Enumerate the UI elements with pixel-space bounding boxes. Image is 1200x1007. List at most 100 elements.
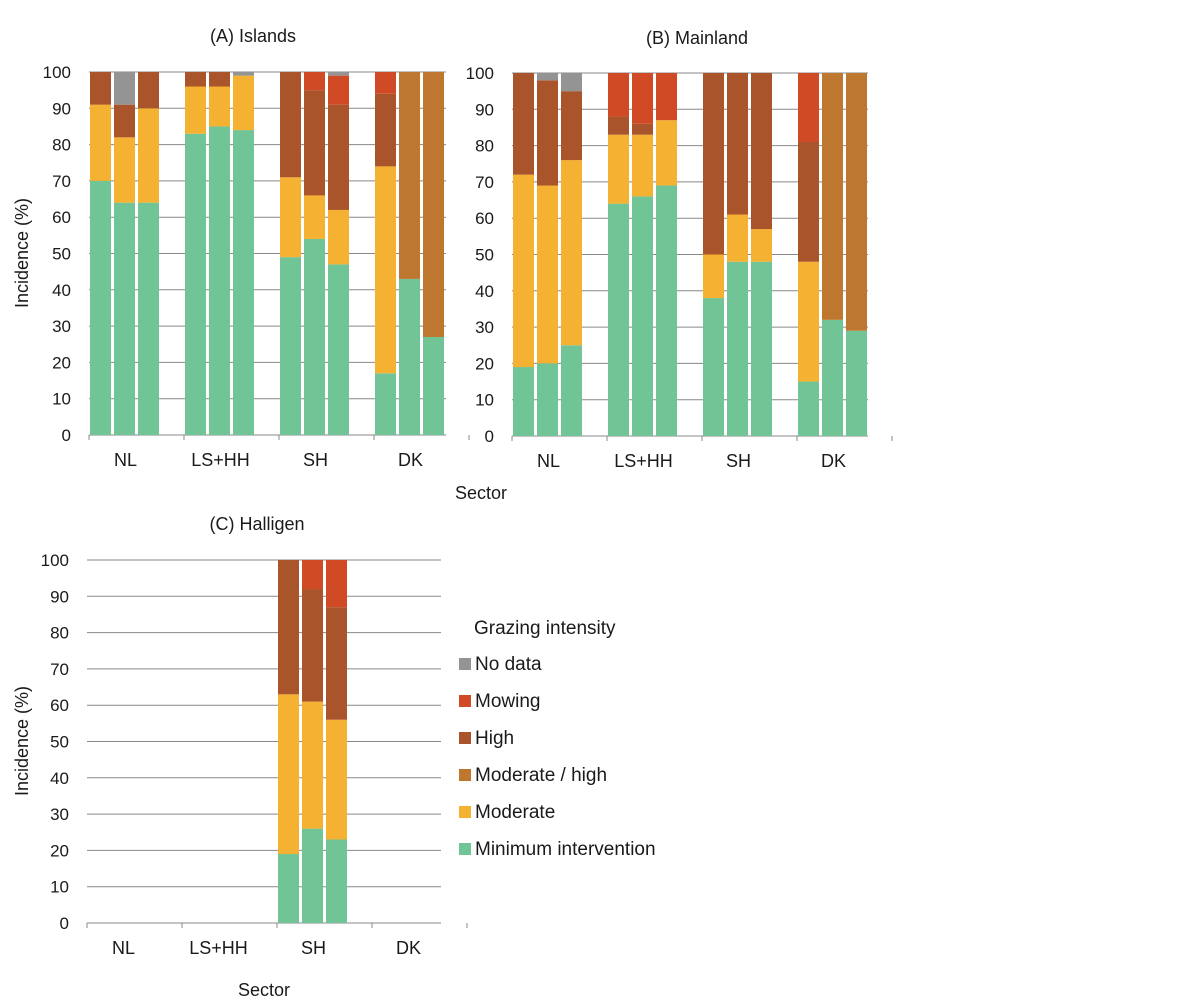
mainland-bar-dk-3-moderate-high	[846, 73, 867, 331]
islands-bar-lshh-1-minimum-intervention	[185, 133, 206, 435]
islands-bar-sh-3-moderate	[328, 209, 349, 265]
mainland-category-label-nl: NL	[537, 451, 560, 471]
halligen-bar-sh-1-high	[278, 560, 299, 695]
mainland-bar-nl-1-minimum-intervention	[513, 367, 534, 436]
islands-y-tick-label: 20	[52, 353, 71, 372]
islands-bar-nl-3-minimum-intervention	[138, 202, 159, 435]
halligen-y-tick-label: 10	[50, 878, 69, 897]
halligen-category-label-sh: SH	[301, 938, 326, 958]
halligen-y-tick-label: 0	[60, 914, 69, 933]
islands-y-tick-label: 100	[43, 63, 71, 82]
panel-islands-title: (A) Islands	[210, 26, 296, 46]
islands-y-tick-label: 50	[52, 245, 71, 264]
islands-bar-nl-2-no-data	[114, 72, 135, 105]
mainland-bar-sh-1-moderate	[703, 254, 724, 299]
islands-bar-sh-1-moderate	[280, 177, 301, 258]
islands-bar-dk-1-moderate	[375, 166, 396, 374]
panel-mainland: (B) Mainland Sector 0 10 20 30 40 50 60 70 80 90 1…	[455, 28, 893, 503]
islands-y-tick-label: 0	[62, 426, 71, 445]
islands-bar-lshh-2-moderate	[209, 86, 230, 127]
islands-bar-dk-1-minimum-intervention	[375, 373, 396, 435]
mainland-y-tick-label: 40	[475, 282, 494, 301]
halligen-bar-sh-3-minimum-intervention	[326, 839, 347, 923]
halligen-bar-sh-2-minimum-intervention	[302, 828, 323, 923]
islands-bar-nl-2-moderate	[114, 137, 135, 203]
mainland-bar-nl-3-moderate	[561, 160, 582, 346]
islands-bar-nl-3-moderate	[138, 108, 159, 203]
legend-label-no-data: No data	[475, 654, 542, 675]
mainland-y-tick-label: 70	[475, 173, 494, 192]
panel-islands: (A) Islands Incidence (%) 0 10 20 30 40 50 60 7…	[12, 26, 470, 470]
mainland-y-tick-label: 100	[466, 64, 494, 83]
islands-bar-sh-2-mowing	[304, 72, 325, 91]
mainland-bar-lshh-3-mowing	[656, 73, 677, 121]
legend-swatch-moderate	[459, 806, 471, 818]
islands-bar-dk-2-moderate-high	[399, 72, 420, 279]
mainland-bar-nl-2-moderate	[537, 185, 558, 364]
mainland-bar-sh-1-minimum-intervention	[703, 298, 724, 436]
mainland-bar-lshh-3-moderate	[656, 120, 677, 186]
mainland-bar-lshh-1-high	[608, 116, 629, 135]
legend-label-moderate: Moderate	[475, 802, 555, 823]
legend-label-minimum-intervention: Minimum intervention	[475, 839, 656, 860]
islands-bar-lshh-2-high	[209, 72, 230, 87]
islands-bar-dk-3-moderate-high	[423, 72, 444, 337]
mainland-bar-dk-2-moderate-high	[822, 73, 843, 320]
islands-bar-sh-1-minimum-intervention	[280, 257, 301, 435]
mainland-bar-lshh-2-high	[632, 123, 653, 135]
mainland-bar-sh-2-minimum-intervention	[727, 261, 748, 436]
islands-bar-sh-2-high	[304, 90, 325, 196]
mainland-bar-nl-3-high	[561, 91, 582, 161]
mainland-category-label-sh: SH	[726, 451, 751, 471]
islands-bar-sh-1-high	[280, 72, 301, 178]
panel-mainland-plot: 0 10 20 30 40 50 60 70 80 90 100 NL LS+HH SH DK	[466, 64, 893, 471]
halligen-bar-sh-2-mowing	[302, 560, 323, 590]
mainland-y-tick-label: 50	[475, 246, 494, 265]
halligen-category-label-nl: NL	[112, 938, 135, 958]
islands-bar-nl-2-high	[114, 104, 135, 138]
islands-bar-sh-3-no-data	[328, 72, 349, 76]
mainland-bar-nl-2-high	[537, 80, 558, 186]
legend: Grazing intensity No data Mowing High Moder…	[459, 618, 656, 860]
halligen-category-label-lshh: LS+HH	[189, 938, 248, 958]
halligen-y-tick-label: 50	[50, 733, 69, 752]
halligen-y-tick-label: 40	[50, 769, 69, 788]
legend-swatch-minimum-intervention	[459, 843, 471, 855]
islands-bar-sh-2-minimum-intervention	[304, 238, 325, 435]
mainland-bar-lshh-2-mowing	[632, 73, 653, 124]
halligen-y-tick-label: 90	[50, 587, 69, 606]
legend-title: Grazing intensity	[474, 618, 616, 639]
halligen-y-tick-label: 70	[50, 660, 69, 679]
mainland-y-tick-label: 10	[475, 391, 494, 410]
panel-halligen-plot: 0 10 20 30 40 50 60 70 80 90 100 NL LS+HH SH DK	[41, 551, 468, 958]
islands-bar-lshh-3-moderate	[233, 75, 254, 131]
panel-mainland-x-axis-label: Sector	[455, 483, 507, 503]
islands-category-label-nl: NL	[114, 450, 137, 470]
halligen-bar-sh-3-moderate	[326, 719, 347, 840]
islands-bar-nl-3-high	[138, 72, 159, 109]
islands-bar-sh-3-mowing	[328, 75, 349, 105]
mainland-bar-nl-3-no-data	[561, 73, 582, 92]
halligen-y-tick-label: 60	[50, 696, 69, 715]
panel-halligen-x-axis-label: Sector	[238, 980, 290, 1000]
halligen-y-tick-label: 30	[50, 805, 69, 824]
mainland-category-label-lshh: LS+HH	[614, 451, 673, 471]
halligen-bar-sh-2-high	[302, 589, 323, 702]
islands-bar-lshh-2-minimum-intervention	[209, 126, 230, 435]
mainland-bar-dk-2-minimum-intervention	[822, 319, 843, 436]
mainland-bar-nl-2-minimum-intervention	[537, 363, 558, 436]
islands-y-tick-label: 10	[52, 390, 71, 409]
halligen-y-tick-label: 100	[41, 551, 69, 570]
mainland-bar-nl-2-no-data	[537, 73, 558, 81]
mainland-y-tick-label: 90	[475, 100, 494, 119]
mainland-bar-lshh-2-moderate	[632, 134, 653, 197]
mainland-bar-sh-3-minimum-intervention	[751, 261, 772, 436]
mainland-bar-lshh-1-minimum-intervention	[608, 203, 629, 436]
islands-bar-sh-3-minimum-intervention	[328, 264, 349, 435]
islands-bar-lshh-1-high	[185, 72, 206, 87]
legend-swatch-moderate-high	[459, 769, 471, 781]
mainland-y-tick-label: 30	[475, 318, 494, 337]
mainland-bar-lshh-3-minimum-intervention	[656, 185, 677, 436]
mainland-bar-lshh-2-minimum-intervention	[632, 196, 653, 436]
